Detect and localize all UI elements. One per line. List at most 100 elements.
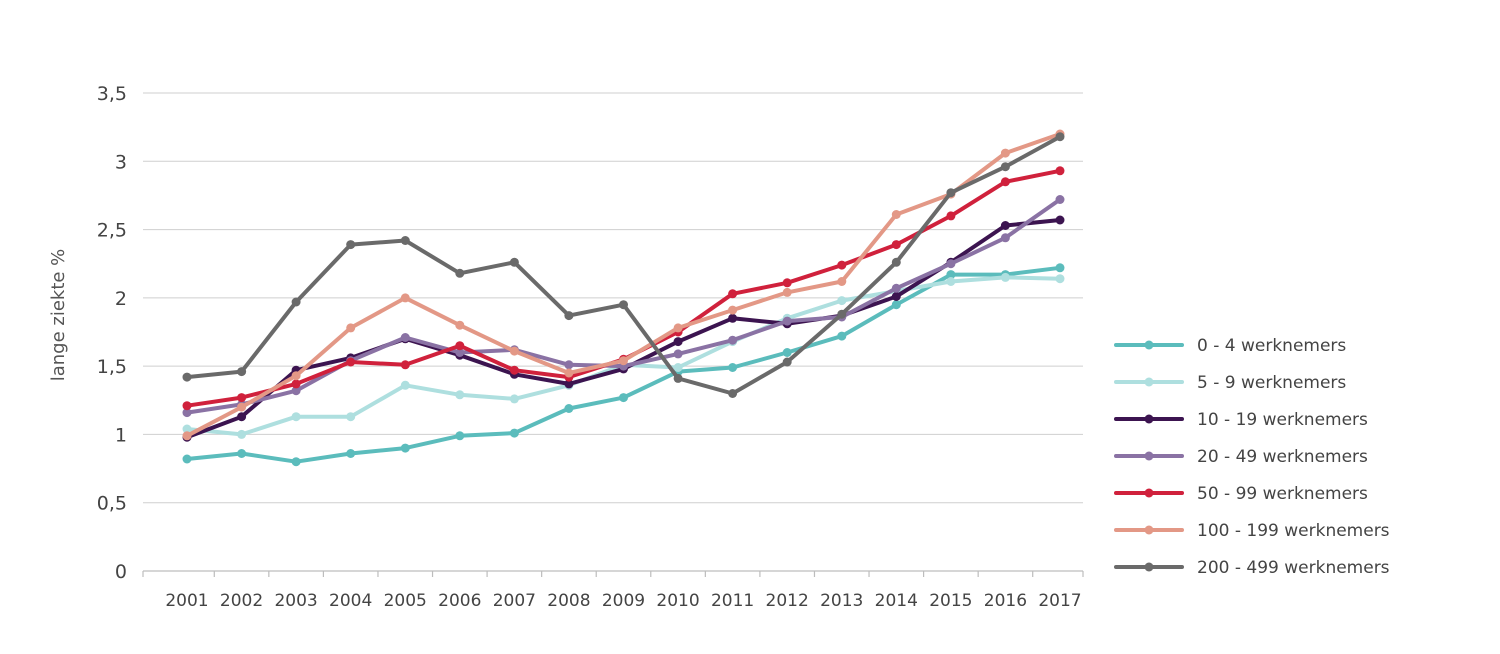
y-tick-label: 0,5 [97,493,127,515]
data-point [946,270,956,280]
x-tick-label: 2012 [766,591,809,611]
legend-label: 50 - 99 werknemers [1197,484,1368,504]
data-point [837,309,847,319]
data-point [237,393,247,403]
data-point [400,236,410,245]
x-tick-label: 2014 [875,591,918,611]
series-line [185,218,1062,440]
data-point [455,348,465,357]
data-point [237,367,247,377]
data-point [728,289,738,299]
data-point [891,210,901,219]
data-point [946,277,956,286]
x-tick-label: 2004 [329,591,372,611]
data-point [291,412,301,422]
data-point [182,431,192,441]
y-axis-tick-labels: 0 0,5 1 1,5 2 2,5 3 3,5 [97,83,127,583]
legend: 0 - 4 werknemers 5 - 9 werknemers 10 - 19 … [1114,336,1390,578]
data-point [1000,221,1010,230]
data-point [1000,233,1010,243]
data-point [509,428,519,438]
data-point [728,313,738,323]
data-point [782,316,792,326]
data-point [728,305,738,315]
x-tick-label: 2006 [438,591,481,611]
data-point [182,408,192,418]
data-point [946,211,956,221]
data-point [728,389,738,398]
data-point [182,424,192,434]
data-point [237,449,247,458]
data-point [619,393,628,403]
data-point [1055,132,1065,142]
data-point [619,356,628,366]
series-1 [182,263,1065,467]
legend-label: 200 - 499 werknemers [1197,558,1390,578]
x-axis-tick-labels: 2001 2002 2003 2004 2005 2006 2007 2008 2009 2010… [142,571,1084,611]
data-point [782,357,792,367]
data-point [782,278,792,288]
series-3 [182,215,1065,442]
data-point [782,348,792,357]
y-tick-label: 3,5 [97,83,127,105]
data-point [837,296,847,306]
data-point [291,386,301,396]
y-tick-label: 1 [115,424,127,446]
data-point [400,360,410,370]
data-point [1055,166,1065,176]
legend-item: 20 - 49 werknemers [1114,447,1368,467]
legend-swatch-marker [1144,377,1154,387]
data-point [619,300,628,310]
data-point [564,360,574,370]
x-tick-label: 2002 [220,591,263,611]
data-point [891,283,901,293]
x-tick-label: 2015 [929,591,972,611]
data-point [509,394,519,404]
data-point [1055,195,1065,204]
legend-swatch-marker [1144,451,1154,461]
data-point [455,431,465,441]
data-point [891,257,901,267]
data-point [291,379,301,389]
legend-label: 5 - 9 werknemers [1197,373,1346,393]
data-point [891,240,901,250]
x-tick-label: 2017 [1038,591,1081,611]
y-tick-label: 0 [115,561,127,583]
data-point [564,379,574,389]
data-point [400,333,410,342]
gridlines [143,92,1083,572]
legend-label: 20 - 49 werknemers [1197,447,1368,467]
y-tick-label: 3 [115,151,127,173]
data-point [237,402,247,412]
data-point [1000,162,1010,172]
data-point [346,357,356,367]
x-tick-label: 2011 [711,591,754,611]
data-point [837,331,847,341]
legend-item: 5 - 9 werknemers [1114,373,1346,393]
data-point [291,371,301,381]
data-point [673,337,683,347]
data-point [237,429,247,439]
data-point [455,341,465,351]
data-point [455,268,465,278]
x-tick-label: 2008 [547,591,590,611]
data-point [782,287,792,297]
y-tick-label: 2 [115,288,127,310]
legend-item: 0 - 4 werknemers [1114,336,1346,356]
data-point [291,297,301,307]
data-point [509,346,519,356]
data-point [728,363,738,372]
data-point [946,188,956,198]
data-point [455,390,465,400]
data-point [346,449,356,458]
data-point [509,365,519,375]
x-tick-label: 2016 [984,591,1027,611]
legend-swatch-marker [1144,414,1154,424]
legend-swatch-marker [1144,525,1154,535]
data-point [564,404,574,413]
data-point [1000,272,1010,282]
x-tick-label: 2003 [274,591,317,611]
data-point [346,323,356,333]
